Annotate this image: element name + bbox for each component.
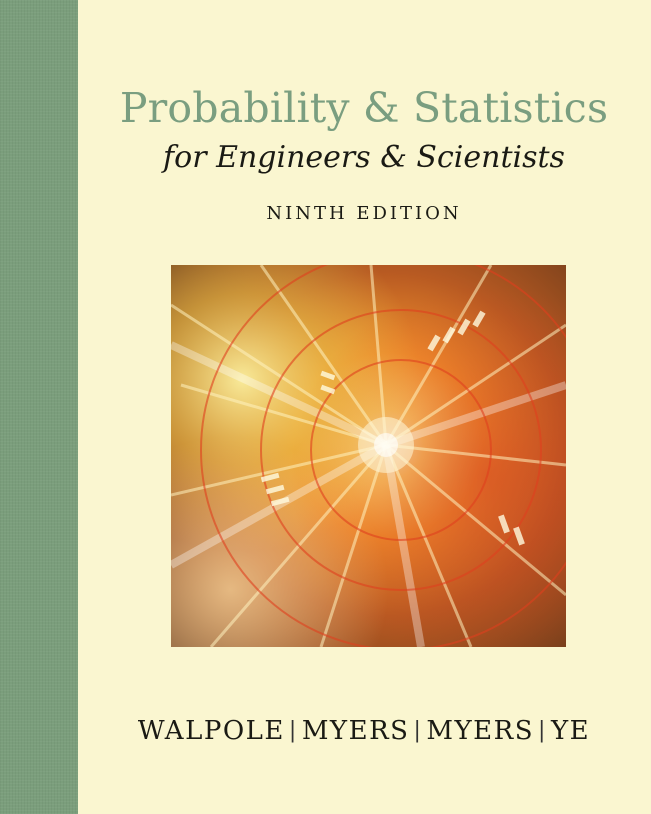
- author-line: WALPOLE | MYERS | MYERS | YE: [88, 716, 640, 746]
- author-name: WALPOLE: [137, 716, 285, 746]
- edition-label: NINTH EDITION: [266, 203, 462, 224]
- book-title: Probability & Statistics: [119, 84, 609, 132]
- author-name: MYERS: [426, 716, 535, 746]
- author-name: YE: [550, 716, 591, 746]
- author-name: MYERS: [301, 716, 410, 746]
- author-separator: |: [288, 718, 298, 743]
- author-separator: |: [538, 718, 547, 743]
- cover-artwork: [171, 265, 566, 647]
- book-subtitle: for Engineers & Scientists: [163, 140, 565, 175]
- green-side-band: [0, 0, 78, 814]
- author-separator: |: [413, 718, 423, 743]
- abstract-light-burst-image: [171, 265, 566, 647]
